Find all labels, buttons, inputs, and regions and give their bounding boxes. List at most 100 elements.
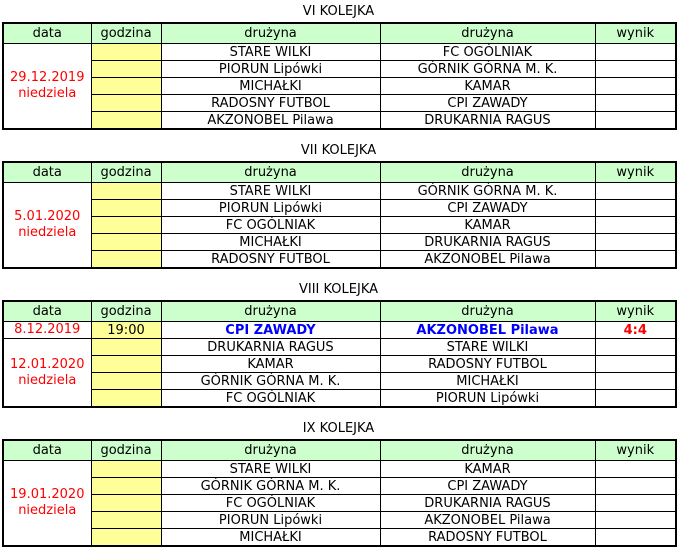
home-team-cell: RADOSNY FUTBOL — [160, 94, 381, 112]
away-team-cell: STARE WILKI — [379, 338, 596, 356]
home-team-cell: PIORUN Lipówki — [160, 60, 381, 78]
score-cell — [594, 494, 677, 512]
score-cell — [594, 511, 677, 529]
home-team-cell: FC OGÓLNIAK — [160, 494, 381, 512]
day-text: niedziela — [18, 503, 77, 518]
home-team-cell: MICHAŁKI — [160, 77, 381, 95]
fixtures-table: data godzina drużyna drużyna wynik 29.12… — [2, 22, 677, 130]
column-header-druzyna-home: drużyna — [160, 300, 381, 322]
time-cell — [90, 43, 162, 61]
column-header-godzina: godzina — [90, 161, 162, 183]
fixtures-table: data godzina drużyna drużyna wynik 8.12.… — [2, 300, 677, 408]
score-cell — [594, 528, 677, 547]
table-row: MICHAŁKI DRUKARNIA RAGUS — [3, 233, 677, 251]
table-row: FC OGÓLNIAK PIORUN Lipówki — [3, 389, 677, 408]
away-team-cell: FC OGÓLNIAK — [379, 43, 596, 61]
time-cell — [90, 511, 162, 529]
column-header-druzyna-away: drużyna — [379, 161, 596, 183]
column-header-wynik: wynik — [594, 300, 677, 322]
score-cell — [594, 355, 677, 373]
table-row: FC OGÓLNIAK DRUKARNIA RAGUS — [3, 494, 677, 512]
time-cell — [90, 477, 162, 495]
score-cell — [594, 199, 677, 217]
column-header-druzyna-away: drużyna — [379, 439, 596, 461]
column-header-godzina: godzina — [90, 439, 162, 461]
fixtures-table: data godzina drużyna drużyna wynik 5.01.… — [2, 161, 677, 269]
home-team-cell: FC OGÓLNIAK — [160, 216, 381, 234]
home-team-cell: RADOSNY FUTBOL — [160, 250, 381, 269]
column-header-data: data — [2, 161, 92, 183]
column-header-druzyna-home: drużyna — [160, 22, 381, 44]
score-cell — [594, 43, 677, 61]
time-cell — [90, 528, 162, 547]
date-text: 12.01.2020 — [10, 356, 85, 372]
away-team-cell: GÓRNIK GÓRNA M. K. — [379, 60, 596, 78]
day-text: niedziela — [18, 372, 77, 388]
table-row: RADOSNY FUTBOL CPI ZAWADY — [3, 94, 677, 112]
header-row: data godzina drużyna drużyna wynik — [2, 161, 677, 183]
column-header-wynik: wynik — [594, 161, 677, 183]
column-header-druzyna-home: drużyna — [160, 161, 381, 183]
time-cell — [90, 182, 162, 200]
column-header-godzina: godzina — [90, 300, 162, 322]
score-cell — [594, 338, 677, 356]
column-header-wynik: wynik — [594, 439, 677, 461]
column-header-druzyna-home: drużyna — [160, 439, 381, 461]
away-team-cell: CPI ZAWADY — [379, 477, 596, 495]
day-text: niedziela — [18, 86, 77, 101]
home-team-cell: KAMAR — [160, 355, 381, 373]
date-text: 19.01.2020 — [10, 487, 85, 502]
table-row: MICHAŁKI RADOSNY FUTBOL — [3, 528, 677, 547]
round-title: VIII KOLEJKA — [298, 282, 379, 297]
time-cell — [90, 372, 162, 390]
table-row: GÓRNIK GÓRNA M. K. MICHAŁKI — [3, 372, 677, 390]
time-cell — [90, 199, 162, 217]
home-team-cell: DRUKARNIA RAGUS — [160, 338, 381, 356]
date-cell: 19.01.2020 niedziela — [2, 460, 92, 547]
score-cell — [594, 94, 677, 112]
away-team-cell: DRUKARNIA RAGUS — [379, 111, 596, 130]
round-section: VI KOLEJKA data godzina drużyna drużyna … — [2, 4, 677, 130]
home-team-cell: MICHAŁKI — [160, 528, 381, 547]
away-team-cell: KAMAR — [379, 216, 596, 234]
away-team-cell: DRUKARNIA RAGUS — [379, 233, 596, 251]
home-team-cell: GÓRNIK GÓRNA M. K. — [160, 477, 381, 495]
score-cell — [594, 216, 677, 234]
score-cell — [594, 182, 677, 200]
date-cell: 12.01.2020 niedziela — [2, 338, 92, 408]
time-cell — [90, 338, 162, 356]
home-team-cell: STARE WILKI — [160, 460, 381, 478]
away-team-cell: DRUKARNIA RAGUS — [379, 494, 596, 512]
column-header-godzina: godzina — [90, 22, 162, 44]
table-row: KAMAR RADOSNY FUTBOL — [3, 355, 677, 373]
round-section: IX KOLEJKA data godzina drużyna drużyna … — [2, 421, 677, 547]
time-cell — [90, 233, 162, 251]
time-cell — [90, 355, 162, 373]
table-row: PIORUN Lipówki CPI ZAWADY — [3, 199, 677, 217]
score-cell — [594, 250, 677, 269]
away-team-cell: GÓRNIK GÓRNA M. K. — [379, 182, 596, 200]
time-cell — [90, 250, 162, 269]
header-row: data godzina drużyna drużyna wynik — [2, 22, 677, 44]
time-cell — [90, 494, 162, 512]
column-header-data: data — [2, 300, 92, 322]
home-team-cell: AKZONOBEL Pilawa — [160, 111, 381, 130]
home-team-cell: PIORUN Lipówki — [160, 511, 381, 529]
away-team-cell: KAMAR — [379, 77, 596, 95]
away-team-cell: AKZONOBEL Pilawa — [379, 250, 596, 269]
table-row: FC OGÓLNIAK KAMAR — [3, 216, 677, 234]
round-section: VIII KOLEJKA data godzina drużyna drużyn… — [2, 282, 677, 408]
away-team-cell: RADOSNY FUTBOL — [379, 355, 596, 373]
round-section: VII KOLEJKA data godzina drużyna drużyna… — [2, 143, 677, 269]
score-cell — [594, 477, 677, 495]
time-cell — [90, 111, 162, 130]
day-text: niedziela — [18, 225, 77, 240]
time-cell — [90, 77, 162, 95]
score-cell — [594, 389, 677, 408]
home-team-cell: PIORUN Lipówki — [160, 199, 381, 217]
away-team-cell: RADOSNY FUTBOL — [379, 528, 596, 547]
score-cell — [594, 372, 677, 390]
table-row: 12.01.2020 niedziela DRUKARNIA RAGUS STARE … — [2, 338, 677, 408]
score-cell — [594, 111, 677, 130]
date-cell: 5.01.2020 niedziela — [2, 182, 92, 269]
